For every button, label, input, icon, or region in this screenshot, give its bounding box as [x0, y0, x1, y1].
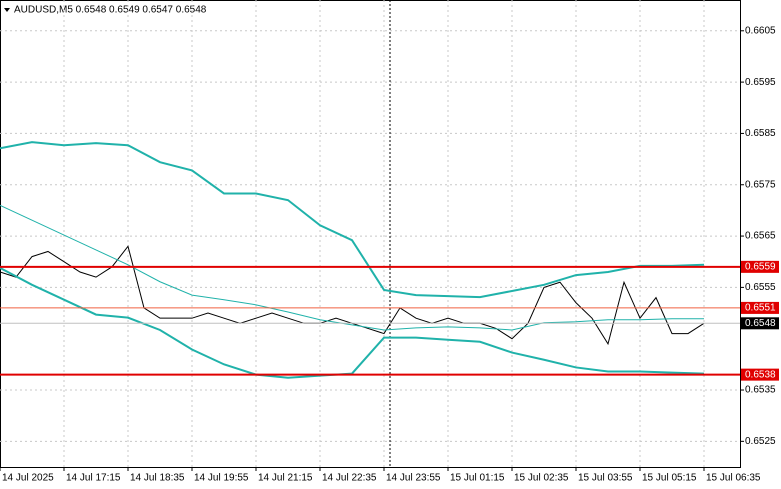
price-label-box	[741, 301, 779, 314]
y-tick-label: 0.6595	[745, 77, 776, 88]
menu-arrow	[4, 8, 10, 12]
series-line	[0, 266, 705, 379]
price-label: 0.6551	[745, 303, 776, 314]
price-label-box	[741, 368, 779, 381]
price-label: 0.6538	[745, 369, 776, 380]
plot-frame	[0, 0, 741, 468]
x-tick-label: 15 Jul 02:35	[514, 473, 569, 484]
x-tick-label: 14 Jul 18:35	[130, 473, 185, 484]
x-tick-label: 15 Jul 01:15	[450, 473, 505, 484]
price-label-box	[741, 317, 779, 330]
price-label: 0.6559	[745, 261, 776, 272]
x-tick-label: 14 Jul 22:35	[322, 473, 377, 484]
x-tick-label: 14 Jul 23:55	[386, 473, 441, 484]
series-line	[0, 204, 704, 331]
y-tick-label: 0.6565	[745, 231, 776, 242]
price-label-box	[741, 260, 779, 273]
x-tick-label: 14 Jul 21:15	[258, 473, 313, 484]
y-tick-label: 0.6585	[745, 128, 776, 139]
chart-title: AUDUSD,M5 0.6548 0.6549 0.6547 0.6548	[14, 5, 207, 16]
y-tick-label: 0.6575	[745, 179, 776, 190]
y-tick-label: 0.6525	[745, 436, 776, 447]
y-tick-label: 0.6555	[745, 282, 776, 293]
x-tick-label: 15 Jul 05:15	[642, 473, 697, 484]
price-label: 0.6548	[745, 318, 776, 329]
y-tick-label: 0.6535	[745, 385, 776, 396]
x-tick-label: 14 Jul 2025	[2, 473, 54, 484]
x-tick-label: 15 Jul 06:35	[706, 473, 761, 484]
y-tick-label: 0.6605	[745, 25, 776, 36]
x-tick-label: 14 Jul 17:15	[66, 473, 121, 484]
x-tick-label: 15 Jul 03:55	[578, 473, 633, 484]
x-tick-label: 14 Jul 19:55	[194, 473, 249, 484]
series-line	[0, 141, 705, 299]
